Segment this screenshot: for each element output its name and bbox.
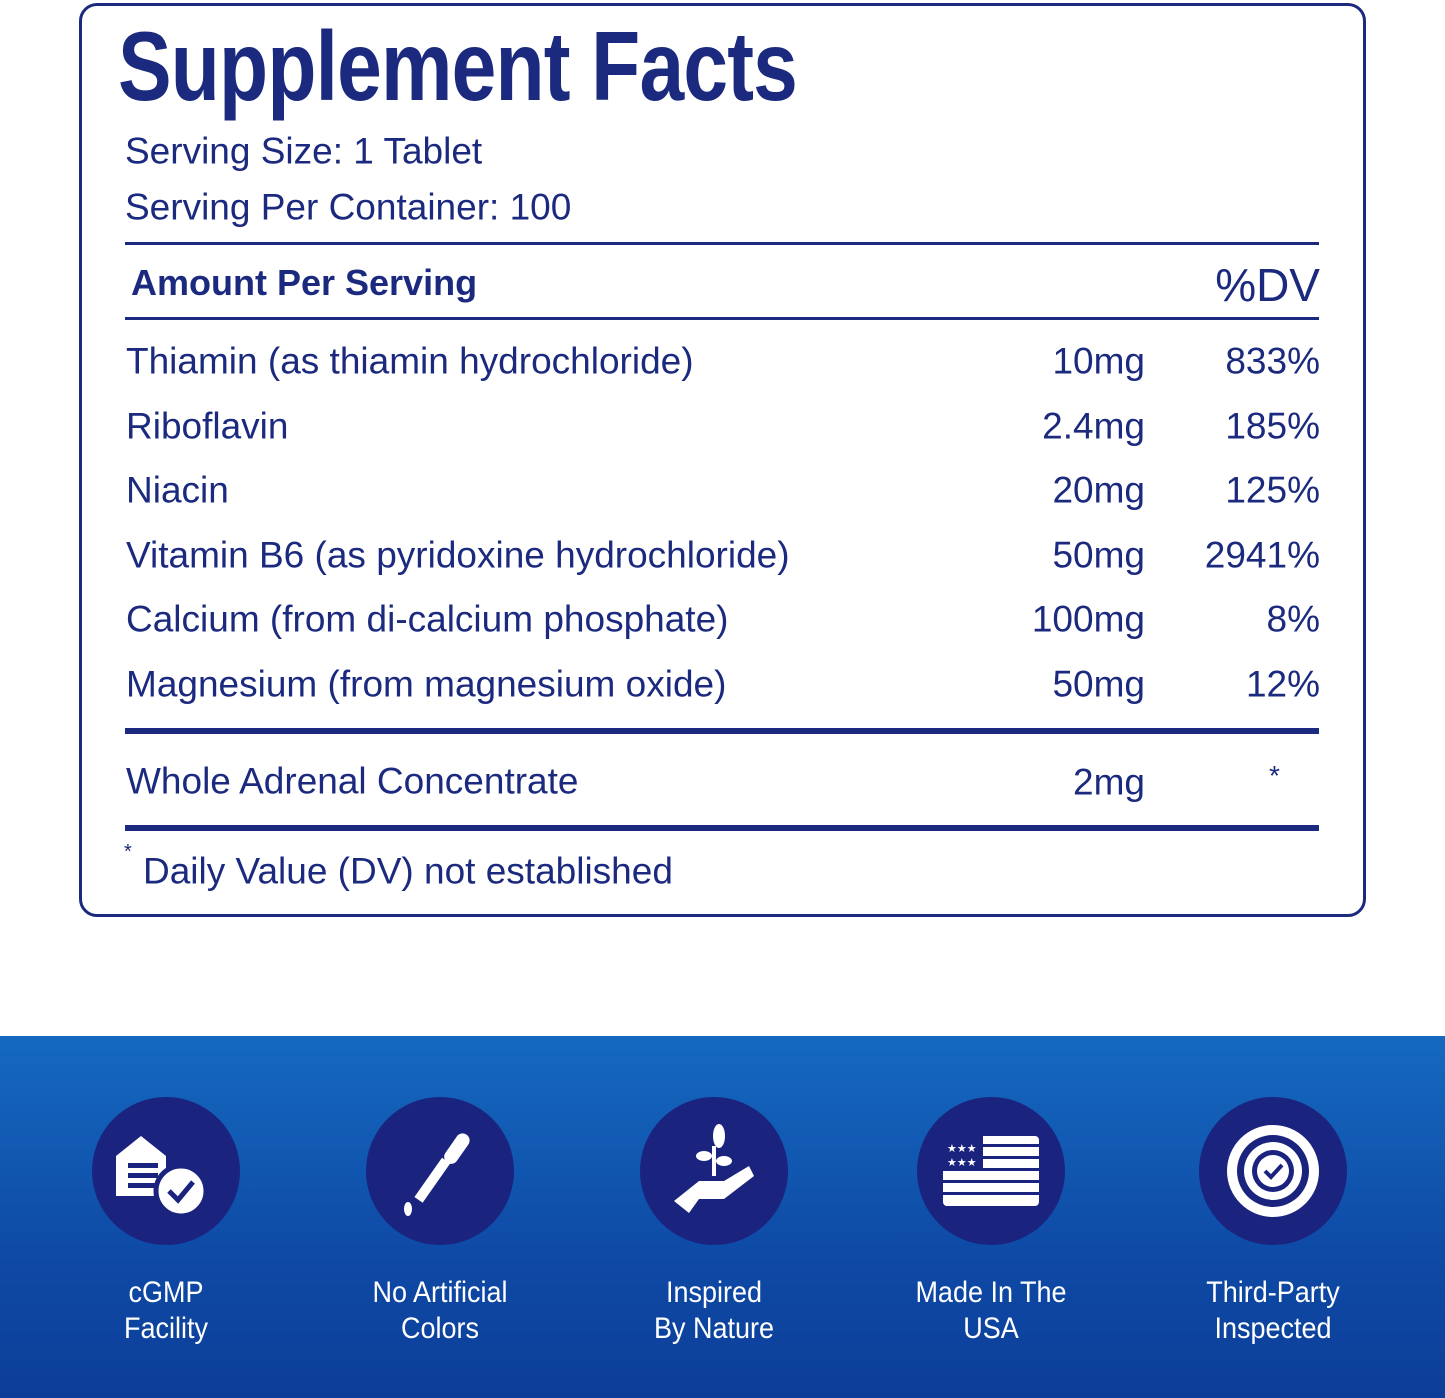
badge-label: By Nature	[653, 1312, 775, 1345]
badge-label: Colors	[400, 1312, 480, 1345]
nutrient-amount: 20mg	[1052, 469, 1145, 511]
badge-label: Facility	[123, 1312, 209, 1345]
us-flag-icon: ★★★ ★★★	[917, 1097, 1065, 1245]
nutrient-name: Calcium (from di-calcium phosphate)	[126, 598, 729, 640]
nutrient-name: Magnesium (from magnesium oxide)	[126, 663, 727, 704]
facility-check-icon	[92, 1097, 240, 1245]
nutrient-dv: 125%	[1225, 469, 1320, 511]
nutrient-dv: 185%	[1225, 405, 1320, 446]
badge-made-in-usa: ★★★ ★★★ Made In The USA	[891, 1097, 1091, 1347]
badge-label: Made In The	[915, 1276, 1067, 1309]
footnote: Daily Value (DV) not established	[143, 850, 673, 892]
svg-text:★★★: ★★★	[947, 1143, 977, 1155]
badge-label: Inspired	[665, 1276, 763, 1309]
nutrient-amount: 10mg	[1052, 340, 1145, 382]
badge-label: Third-Party	[1206, 1276, 1340, 1309]
badge-label: USA	[963, 1312, 1019, 1345]
badge-label: No Artificial	[372, 1276, 508, 1309]
other-ingredient-dv: *	[1269, 760, 1280, 791]
nutrient-dv: 833%	[1225, 340, 1320, 382]
badge-inspired-by-nature: Inspired By Nature	[614, 1097, 814, 1347]
badge-no-artificial-colors: No Artificial Colors	[340, 1097, 540, 1347]
nutrient-name: Riboflavin	[126, 405, 289, 446]
nutrient-name: Vitamin B6 (as pyridoxine hydrochloride)	[126, 534, 790, 575]
servings-per-container: Serving Per Container: 100	[125, 186, 572, 228]
serving-size: Serving Size: 1 Tablet	[125, 130, 483, 172]
nutrient-amount: 2.4mg	[1042, 405, 1145, 446]
nutrient-dv: 8%	[1266, 598, 1320, 640]
nutrient-name: Niacin	[126, 469, 229, 511]
divider	[125, 317, 1319, 320]
svg-text:★★★: ★★★	[947, 1157, 977, 1169]
badge-third-party-inspected: Third-Party Inspected	[1173, 1097, 1373, 1347]
thick-divider	[125, 825, 1319, 831]
badge-label: Inspected	[1214, 1312, 1332, 1345]
amount-per-serving-header: Amount Per Serving	[131, 262, 478, 303]
nutrient-dv: 12%	[1245, 663, 1320, 704]
divider	[125, 242, 1319, 245]
nutrient-amount: 50mg	[1052, 663, 1145, 704]
other-ingredient-name: Whole Adrenal Concentrate	[126, 760, 579, 802]
seal-check-icon	[1199, 1097, 1347, 1245]
supplement-facts-panel	[79, 3, 1366, 917]
badge-cgmp: cGMP Facility	[66, 1097, 266, 1347]
hand-sprout-icon	[640, 1097, 788, 1245]
badge-label: cGMP	[128, 1276, 204, 1309]
nutrient-amount: 50mg	[1052, 534, 1145, 575]
footnote-mark: *	[124, 841, 132, 863]
dv-header: %DV	[1215, 259, 1320, 311]
other-ingredient-amount: 2mg	[1073, 761, 1145, 803]
dropper-icon	[366, 1097, 514, 1245]
panel-title: Supplement Facts	[118, 11, 798, 121]
nutrient-name: Thiamin (as thiamin hydrochloride)	[126, 340, 694, 382]
thick-divider	[125, 728, 1319, 734]
nutrient-amount: 100mg	[1031, 598, 1145, 640]
nutrient-dv: 2941%	[1204, 534, 1320, 575]
